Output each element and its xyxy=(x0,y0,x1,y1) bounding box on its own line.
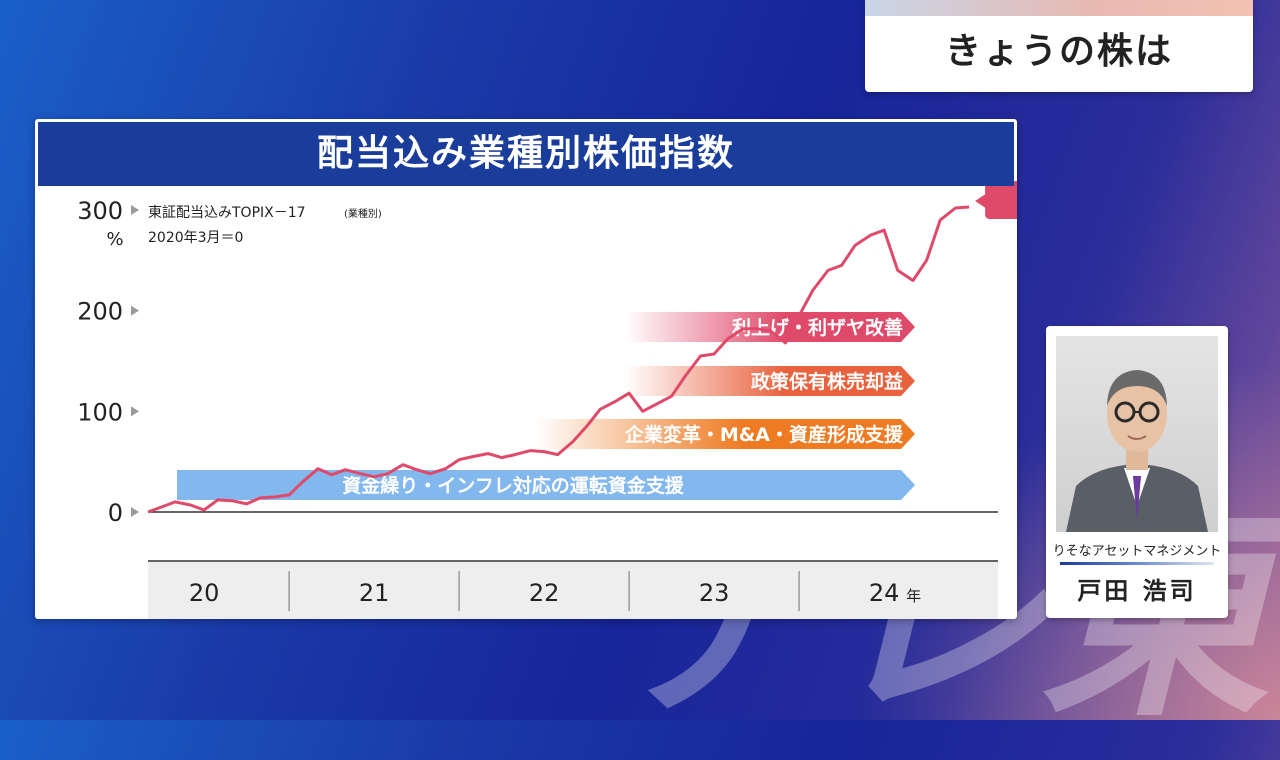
annotation-label: 政策保有株売却益 xyxy=(751,370,903,393)
y-unit: % xyxy=(106,229,123,250)
x-tick-label: 23 xyxy=(699,579,730,607)
x-tick-suffix: 年 xyxy=(906,587,921,605)
chart-svg: 20 21 22 23 24 年 300 200 100 0% 東証配当込みTOPIX－17 (業種別… xyxy=(77,180,1017,619)
annotation-label: 資金繰り・インフレ対応の運転資金支援 xyxy=(342,474,684,497)
chart-panel: 20 21 22 23 24 年 300 200 100 0% 東証配当込みTOPIX－17 (業種別… xyxy=(35,119,1017,619)
y-tick-label: 200 xyxy=(77,298,123,326)
segment-title: きょうの株は xyxy=(944,31,1173,72)
y-tick-label: 300 xyxy=(77,197,123,225)
x-tick-label: 21 xyxy=(359,579,390,607)
annotation-label: 企業変革・M&A・資産形成支援 xyxy=(624,423,904,446)
y-tick-label: 100 xyxy=(77,398,123,426)
guest-company: りそなアセットマネジメント xyxy=(1052,544,1222,559)
y-tick-arrow xyxy=(131,305,139,316)
source-note: 東証配当込みTOPIX－17 xyxy=(148,205,306,221)
series-label-box xyxy=(985,180,1017,219)
series-label-pointer xyxy=(975,192,988,209)
guest-name: 戸田 浩司 xyxy=(1077,577,1197,605)
chart-title: 配当込み業種別株価指数 xyxy=(38,122,1014,186)
annotation-arrow xyxy=(177,470,915,500)
base-note: 2020年3月＝0 xyxy=(148,230,243,246)
y-tick-arrow xyxy=(131,205,139,215)
guest-photo xyxy=(1056,336,1218,532)
x-tick-label: 20 xyxy=(189,579,220,607)
annotation-arrow xyxy=(625,366,915,396)
segment-title-box: きょうの株は xyxy=(865,0,1253,92)
annotation-arrow xyxy=(625,312,915,342)
source-note-sub: (業種別) xyxy=(344,207,382,220)
x-tick-label: 24 xyxy=(869,579,900,607)
title-strip xyxy=(865,0,1253,16)
y-tick-arrow xyxy=(131,406,139,417)
guest-card: りそなアセットマネジメント 戸田 浩司 xyxy=(1046,326,1228,618)
company-underline xyxy=(1060,562,1214,565)
annotation-arrow xyxy=(535,419,915,449)
y-tick-label: 0 xyxy=(108,499,123,527)
x-tick-label: 22 xyxy=(529,579,560,607)
y-tick-arrow xyxy=(131,507,139,517)
series-line-bank xyxy=(147,205,970,514)
